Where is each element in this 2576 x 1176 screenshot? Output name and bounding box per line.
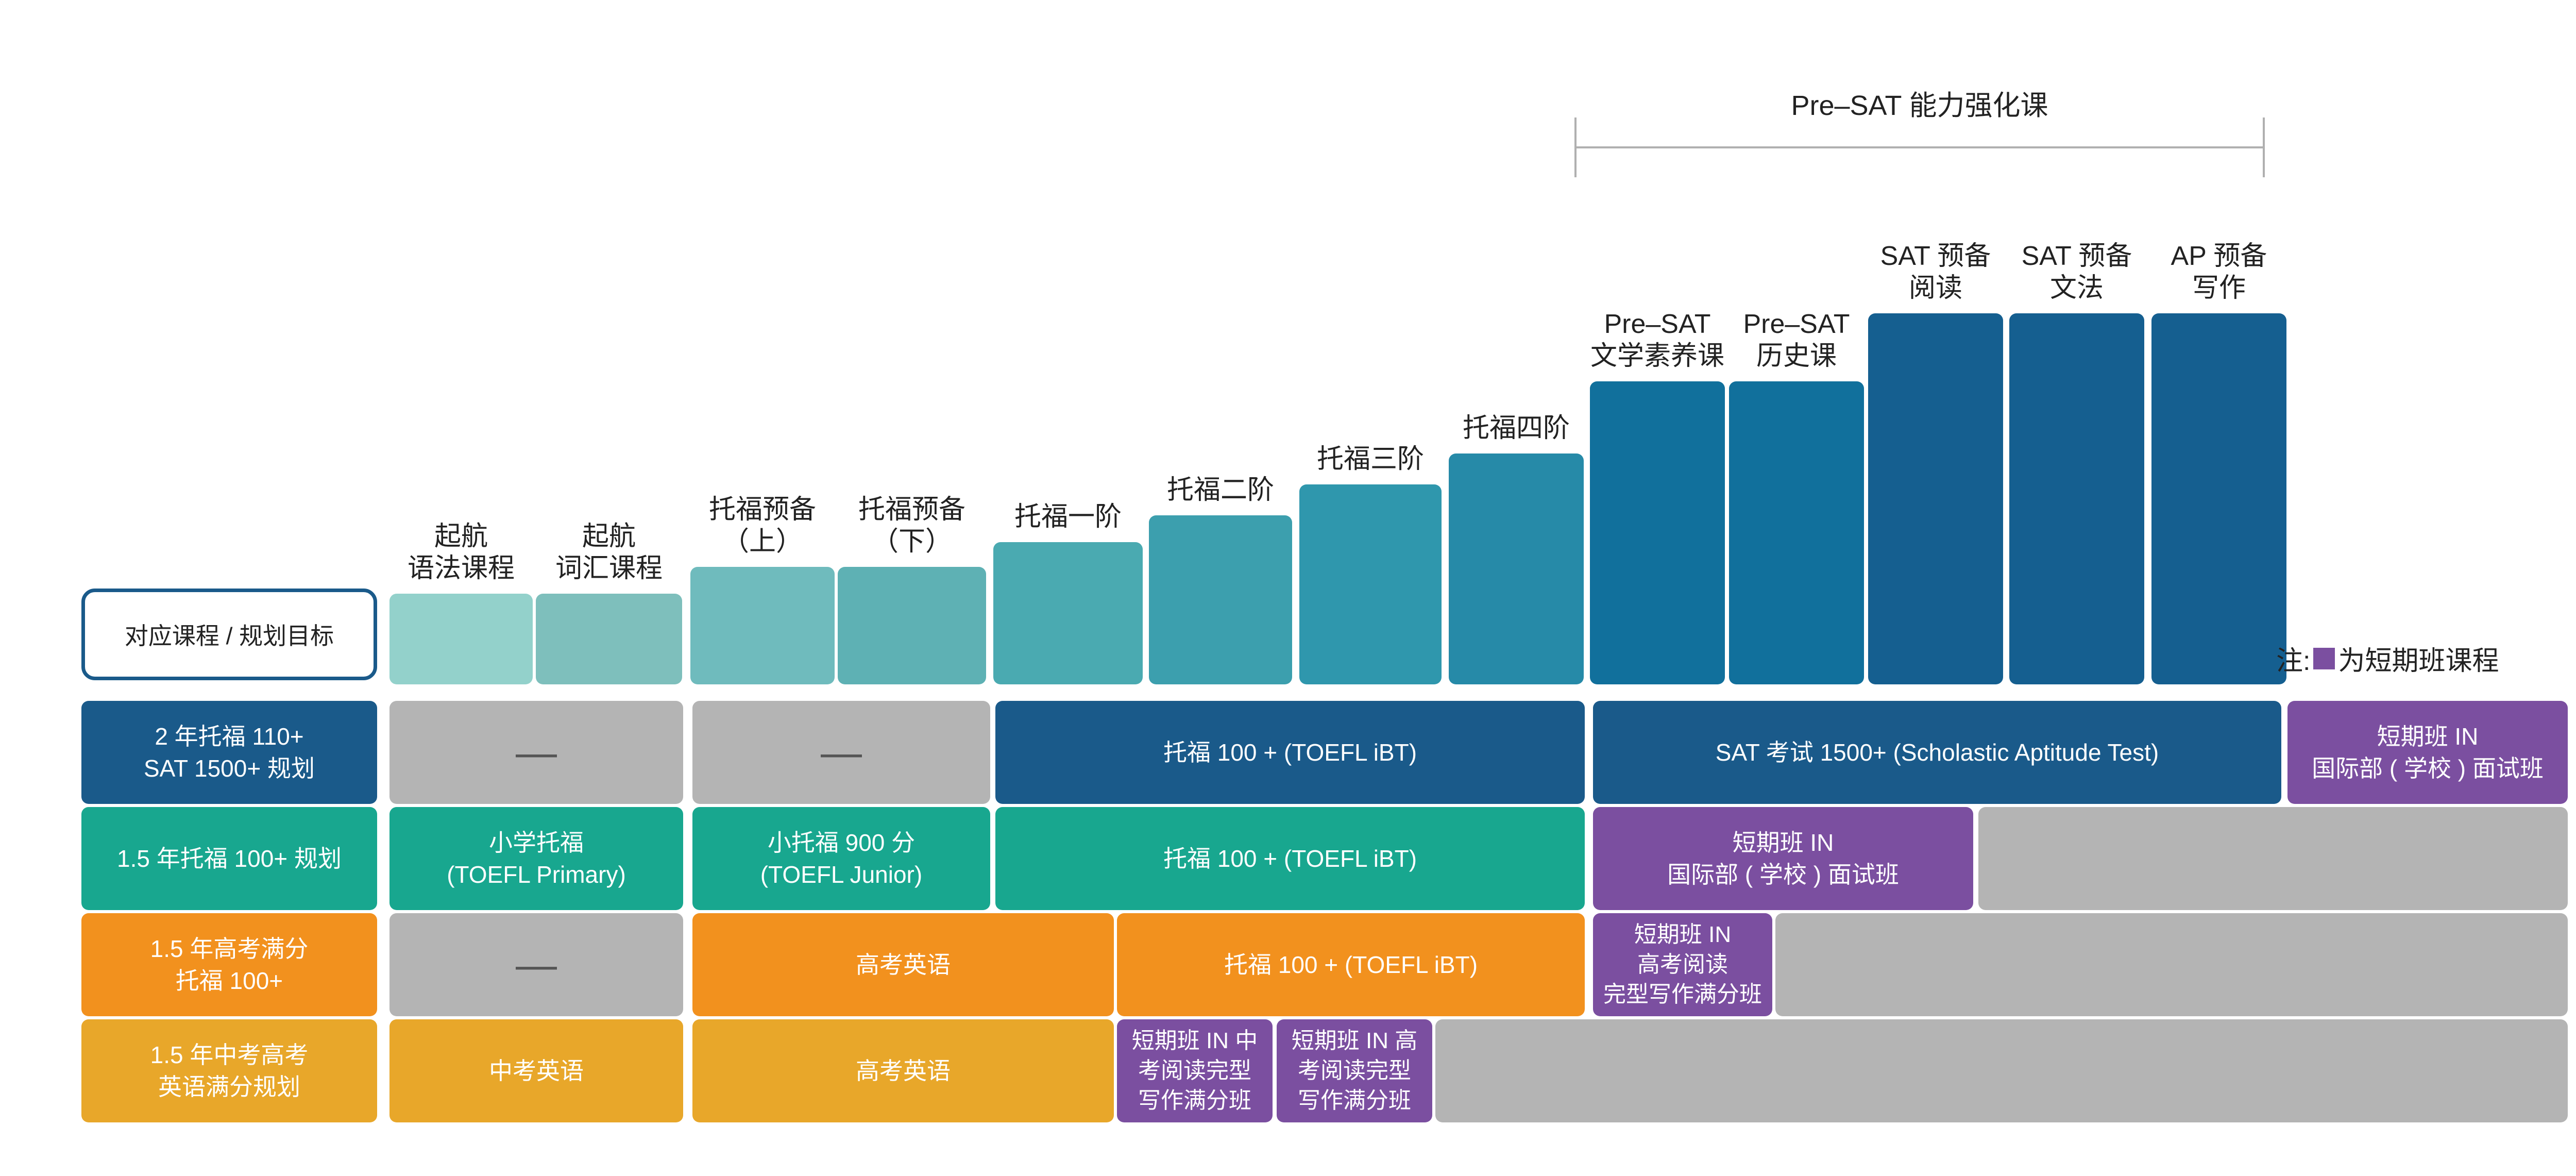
row-label: 1.5 年中考高考 英语满分规划 — [81, 1019, 377, 1122]
course-bar — [1868, 313, 2003, 684]
row-label: 1.5 年高考满分 托福 100+ — [81, 913, 377, 1016]
empty-cell — [1978, 807, 2568, 910]
plan-cell: 高考英语 — [692, 913, 1114, 1016]
short-course-cell: 短期班 IN 国际部 ( 学校 ) 面试班 — [1593, 807, 1973, 910]
corner-label: 对应课程 / 规划目标 — [81, 589, 377, 680]
plan-cell: 高考英语 — [692, 1019, 1114, 1122]
plan-cell: — — [389, 701, 683, 804]
short-course-cell: 短期班 IN 高考阅读 完型写作满分班 — [1593, 913, 1772, 1016]
bracket-right-tick — [2263, 117, 2265, 177]
course-bar — [690, 567, 835, 684]
course-bar — [1149, 515, 1292, 684]
note-suffix: 为短期班课程 — [2338, 646, 2499, 676]
short-course-swatch — [2313, 647, 2335, 669]
course-bar — [389, 594, 533, 684]
course-bar — [1449, 453, 1584, 684]
course-label: 托福预备 （上） — [708, 495, 816, 557]
course-bar — [536, 594, 682, 684]
course-label: AP 预备 写作 — [2171, 241, 2267, 303]
course-label: 托福四阶 — [1462, 413, 1570, 443]
row-label: 2 年托福 110+ SAT 1500+ 规划 — [81, 701, 377, 804]
course-label: 起航 词汇课程 — [555, 522, 663, 583]
plan-cell: — — [692, 701, 990, 804]
course-label: Pre–SAT 文学素养课 — [1590, 309, 1724, 371]
course-label: SAT 预备 文法 — [2021, 241, 2132, 303]
empty-cell — [1435, 1019, 2568, 1122]
course-bar — [2151, 313, 2286, 684]
course-bar — [1299, 484, 1442, 684]
short-course-cell: 短期班 IN 高 考阅读完型 写作满分班 — [1277, 1019, 1432, 1122]
bracket-line — [1574, 146, 2265, 148]
plan-cell: 托福 100 + (TOEFL iBT) — [995, 807, 1585, 910]
bracket-label: Pre–SAT 能力强化课 — [1791, 90, 2048, 121]
short-course-cell: 短期班 IN 国际部 ( 学校 ) 面试班 — [2287, 701, 2568, 804]
course-label: 托福预备 （下） — [858, 495, 965, 557]
course-label: SAT 预备 阅读 — [1880, 241, 1991, 303]
short-course-cell: 短期班 IN 中 考阅读完型 写作满分班 — [1117, 1019, 1273, 1122]
plan-cell: 小托福 900 分 (TOEFL Junior) — [692, 807, 990, 910]
plan-cell: — — [389, 913, 683, 1016]
plan-cell: 托福 100 + (TOEFL iBT) — [1117, 913, 1585, 1016]
plan-cell: 中考英语 — [389, 1019, 683, 1122]
note: 注: 为短期班课程 — [2276, 639, 2499, 678]
plan-cell: SAT 考试 1500+ (Scholastic Aptitude Test) — [1593, 701, 2281, 804]
row-label: 1.5 年托福 100+ 规划 — [81, 807, 377, 910]
empty-cell — [1775, 913, 2568, 1016]
course-label: 起航 语法课程 — [407, 522, 515, 583]
course-label: 托福二阶 — [1166, 475, 1274, 505]
course-bar — [1729, 381, 1864, 684]
course-label: 托福三阶 — [1316, 444, 1424, 474]
course-label: 托福一阶 — [1014, 502, 1122, 532]
course-bar — [2009, 313, 2144, 684]
plan-cell: 小学托福 (TOEFL Primary) — [389, 807, 683, 910]
course-label: Pre–SAT 历史课 — [1743, 309, 1850, 371]
course-bar — [1590, 381, 1725, 684]
course-bar — [993, 542, 1143, 684]
course-bar — [838, 567, 986, 684]
plan-cell: 托福 100 + (TOEFL iBT) — [995, 701, 1585, 804]
note-prefix: 注: — [2276, 646, 2311, 676]
